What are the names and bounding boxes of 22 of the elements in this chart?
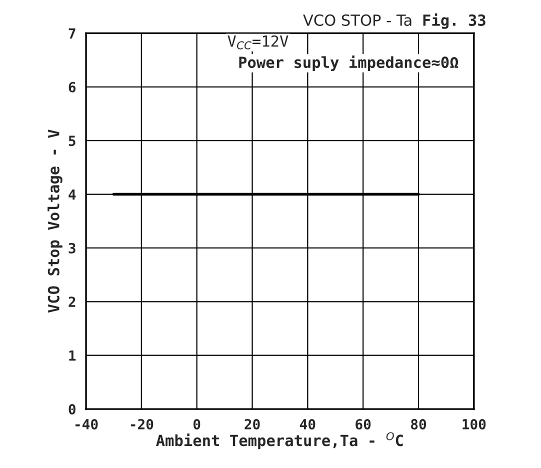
chart-title: VCO STOP - Ta [303, 14, 412, 26]
y-tick-label: 2 [68, 296, 76, 307]
x-tick-label: 60 [356, 419, 371, 430]
y-tick-label: 0 [68, 404, 76, 415]
y-axis-title: VCO Stop Voltage - V [48, 130, 62, 313]
annotation: Power suply impedance≈0Ω [239, 55, 458, 72]
y-tick-label: 3 [68, 242, 76, 254]
y-tick-label: 5 [68, 136, 76, 146]
annotation: V$_{CC}$=12V [228, 35, 288, 50]
x-tick-label: 0 [194, 419, 200, 430]
x-tick-label: -20 [130, 419, 154, 430]
caption: Fig. 33 [423, 13, 486, 29]
x-axis-title: Ambient Temperature,Ta - $^{O}$C [156, 432, 403, 450]
x-tick-label: 80 [411, 419, 426, 430]
x-tick-label: 20 [244, 419, 260, 430]
x-tick-label: -40 [76, 419, 98, 430]
y-tick-label: 1 [69, 350, 76, 361]
x-tick-label: 40 [300, 419, 316, 430]
x-tick-label: 100 [462, 419, 486, 430]
y-tick-label: 4 [68, 189, 76, 200]
y-tick-label: 6 [68, 82, 76, 92]
y-tick-label: 7 [68, 28, 76, 39]
